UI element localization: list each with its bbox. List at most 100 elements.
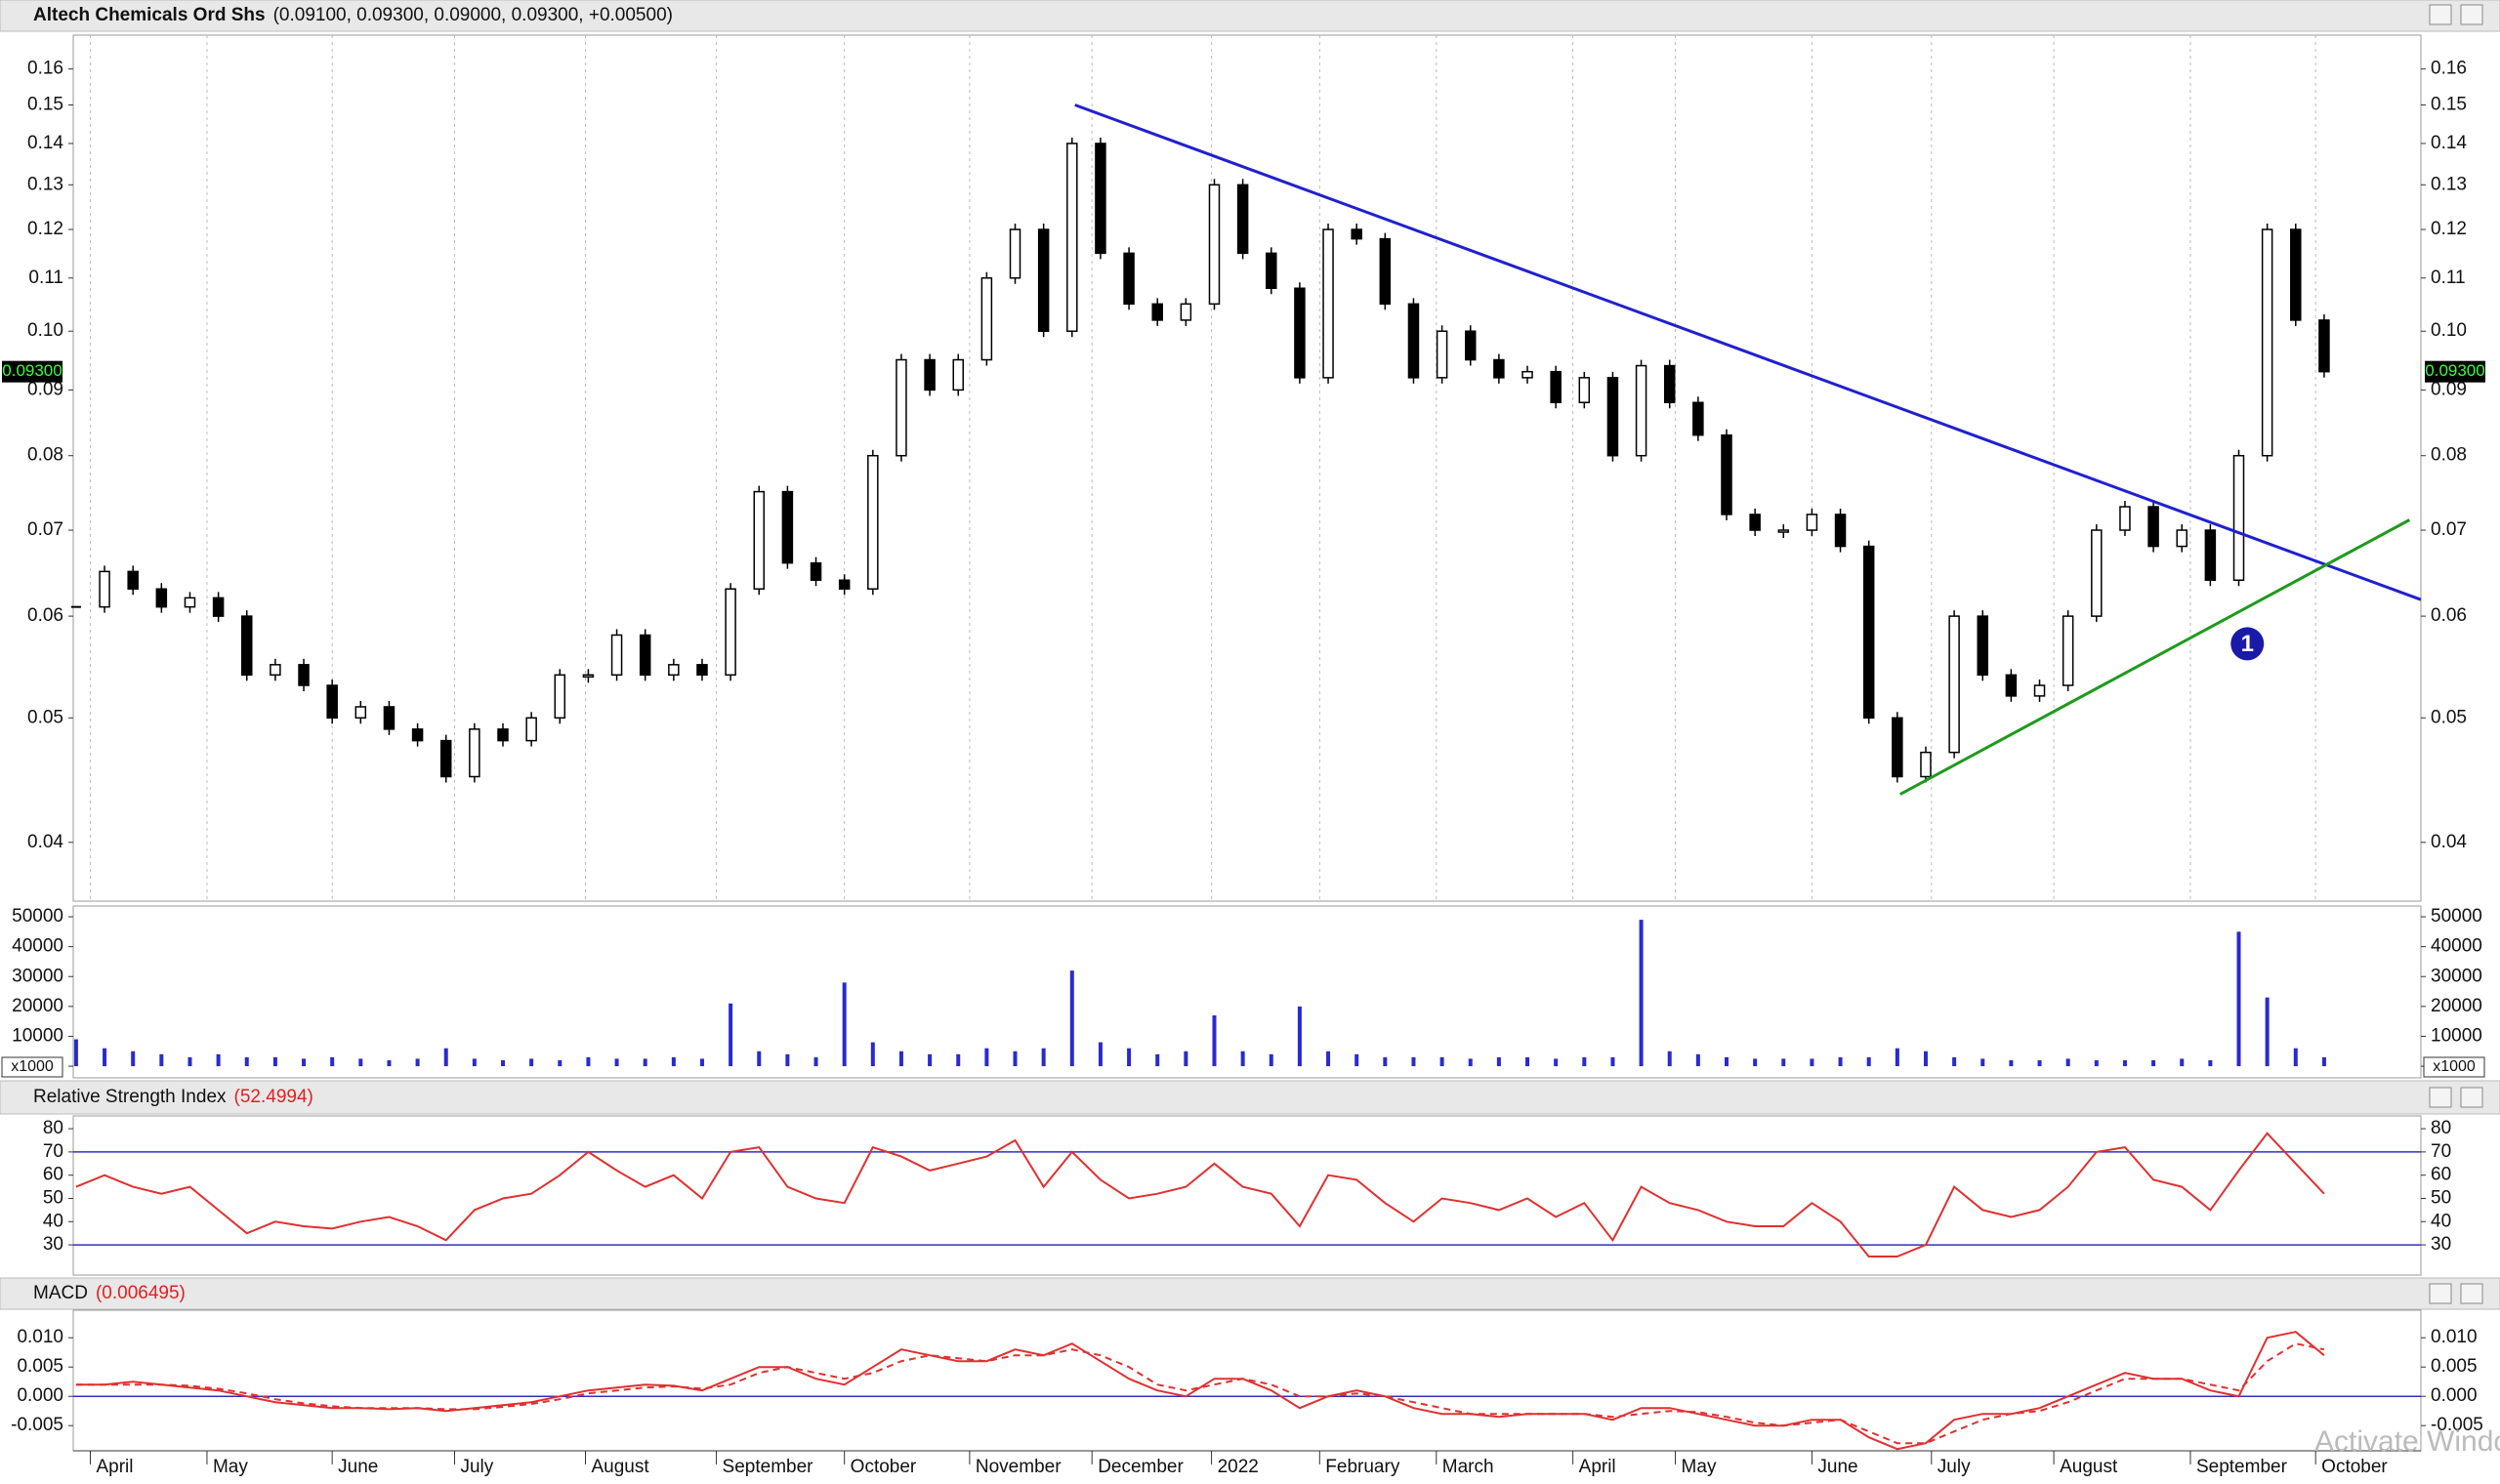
candle <box>1322 228 1334 379</box>
y-tick-label: 0.11 <box>28 268 63 288</box>
candle <box>1635 364 1647 457</box>
y-tick-label: 0.07 <box>2431 519 2467 540</box>
macd-header <box>0 1277 2500 1310</box>
y-tick-label: 20000 <box>2431 996 2482 1016</box>
trendline <box>1899 518 2411 796</box>
candle <box>1777 529 1790 533</box>
y-tick-label: 0.11 <box>2431 268 2466 288</box>
candle <box>1009 228 1021 279</box>
candle <box>1493 358 1505 379</box>
candle <box>1862 545 1875 720</box>
annotation-label: 1 <box>2241 631 2254 657</box>
y-tick-label: 0.15 <box>2431 95 2467 115</box>
volume-bar <box>1411 1056 1416 1067</box>
candle <box>298 664 310 686</box>
y-tick-label: 0.010 <box>17 1327 63 1347</box>
last-price-box <box>2425 360 2485 383</box>
volume-bar <box>330 1056 335 1067</box>
volume-bar <box>558 1059 562 1067</box>
candle <box>2033 684 2046 697</box>
y-tick-label: 40000 <box>2431 936 2482 957</box>
volume-bar <box>2037 1059 2042 1067</box>
y-tick-label: 30000 <box>12 966 63 986</box>
y-tick-label: 0.04 <box>2431 832 2467 852</box>
candle <box>639 634 651 677</box>
candle <box>810 561 822 581</box>
rsi-header <box>0 1080 2500 1115</box>
macd-title: MACD <box>33 1283 88 1303</box>
y-tick-label: 50 <box>2431 1187 2451 1208</box>
y-tick-label: 30 <box>2431 1234 2451 1255</box>
y-tick-label: 0.05 <box>2431 707 2467 727</box>
candle <box>1066 143 1078 332</box>
x-tick-label: 2022 <box>1218 1457 1259 1477</box>
candle <box>2176 529 2188 548</box>
volume-bar <box>2009 1059 2014 1067</box>
candle <box>1236 184 1249 255</box>
y-tick-label: 0.13 <box>27 174 63 194</box>
y-tick-label: 10000 <box>2431 1025 2482 1046</box>
volume-bar <box>1383 1056 1388 1067</box>
volume-bar <box>1781 1058 1786 1067</box>
volume-bar <box>1468 1058 1473 1067</box>
volume-bar <box>1923 1051 1928 1067</box>
candle <box>212 597 225 617</box>
watermark: Activate Windo <box>2314 1425 2500 1458</box>
unit-label: x1000 <box>11 1058 54 1075</box>
volume-bar <box>2208 1059 2213 1067</box>
window-buttons[interactable] <box>2429 4 2483 1304</box>
volume-bar <box>159 1053 164 1067</box>
candle <box>2147 506 2159 548</box>
x-tick-label: October <box>2321 1457 2388 1477</box>
volume-bar <box>1810 1058 1814 1067</box>
volume-bar <box>472 1058 477 1067</box>
y-tick-label: 0.05 <box>27 707 63 727</box>
y-tick-label: 0.07 <box>27 519 63 540</box>
candle <box>1578 377 1591 404</box>
x-tick-label: March <box>1442 1457 1494 1477</box>
candle <box>696 664 708 677</box>
candle <box>896 358 907 457</box>
volume-bar <box>1582 1056 1587 1067</box>
y-tick-label: 50000 <box>12 906 63 927</box>
restore-button[interactable] <box>2429 4 2452 25</box>
candle <box>1920 751 1932 778</box>
y-tick-label: 0.09 <box>2431 379 2467 399</box>
volume-bar <box>1525 1056 1530 1067</box>
volume-bar <box>1127 1048 1132 1067</box>
trendline <box>1074 103 2422 601</box>
candle <box>1294 287 1306 379</box>
indicator-line <box>75 1331 2325 1451</box>
volume-bar <box>956 1053 961 1067</box>
volume-bar <box>699 1058 704 1067</box>
volume-bar <box>984 1048 989 1067</box>
y-tick-label: 0.06 <box>2431 605 2467 626</box>
candle <box>980 276 993 361</box>
close-button[interactable] <box>2460 4 2483 25</box>
candle <box>1464 330 1477 361</box>
candle <box>2005 674 2018 697</box>
candle <box>270 664 281 677</box>
y-tick-label: 0.08 <box>27 445 63 466</box>
volume-bar <box>785 1053 790 1067</box>
x-tick-label: July <box>1938 1457 1971 1477</box>
y-tick-label: 0.005 <box>2431 1356 2478 1377</box>
close-button[interactable] <box>2460 1087 2483 1108</box>
close-button[interactable] <box>2460 1283 2483 1304</box>
y-tick-label: 60 <box>43 1165 63 1185</box>
restore-button[interactable] <box>2429 1283 2452 1304</box>
candle <box>753 490 766 590</box>
volume-bar <box>2265 997 2270 1067</box>
y-tick-label: 0.15 <box>27 95 63 115</box>
plot-frame <box>72 34 2422 902</box>
restore-button[interactable] <box>2429 1087 2452 1108</box>
candle <box>2318 319 2330 373</box>
candle <box>1151 303 1163 321</box>
volume-bar <box>1753 1058 1758 1067</box>
candle <box>554 674 566 720</box>
y-tick-label: 10000 <box>12 1025 63 1046</box>
last-price-label: 0.09300 <box>2425 361 2484 380</box>
y-tick-label: 0.13 <box>2431 174 2467 194</box>
